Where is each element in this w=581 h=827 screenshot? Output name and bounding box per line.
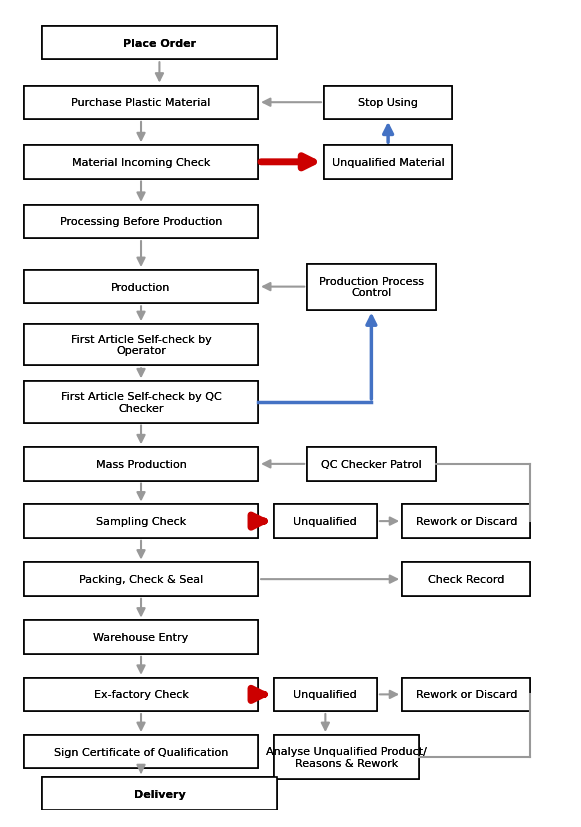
Text: Sampling Check: Sampling Check	[96, 517, 186, 527]
Text: Purchase Plastic Material: Purchase Plastic Material	[71, 98, 211, 108]
Text: Rework or Discard: Rework or Discard	[415, 517, 517, 527]
Text: Analyse Unqualified Product/
Reasons & Rework: Analyse Unqualified Product/ Reasons & R…	[266, 746, 426, 767]
Bar	[24, 504, 258, 538]
Text: Rework or Discard: Rework or Discard	[415, 690, 517, 700]
Bar	[402, 678, 530, 711]
Text: Analyse Unqualified Product/
Reasons & Rework: Analyse Unqualified Product/ Reasons & R…	[266, 746, 426, 767]
Text: First Article Self-check by
Operator: First Article Self-check by Operator	[71, 334, 211, 356]
Bar	[24, 146, 258, 179]
Bar	[24, 324, 258, 366]
Text: Production: Production	[112, 282, 171, 292]
Text: First Article Self-check by
Operator: First Article Self-check by Operator	[71, 334, 211, 356]
Bar	[324, 86, 452, 120]
Bar	[24, 270, 258, 304]
Bar	[402, 504, 530, 538]
Text: Place Order: Place Order	[123, 39, 196, 49]
Text: Ex-factory Check: Ex-factory Check	[94, 690, 188, 700]
Bar	[307, 447, 436, 481]
Bar	[24, 382, 258, 423]
Bar	[24, 678, 258, 711]
Bar	[24, 324, 258, 366]
Bar	[324, 146, 452, 179]
Text: Purchase Plastic Material: Purchase Plastic Material	[71, 98, 211, 108]
Text: Check Record: Check Record	[428, 575, 504, 585]
Bar	[24, 447, 258, 481]
Bar	[24, 562, 258, 596]
Text: Check Record: Check Record	[428, 575, 504, 585]
Text: Unqualified: Unqualified	[293, 690, 357, 700]
Text: Production Process
Control: Production Process Control	[319, 276, 424, 298]
Bar	[24, 382, 258, 423]
Bar	[24, 621, 258, 654]
Bar	[24, 205, 258, 239]
Bar	[24, 621, 258, 654]
Text: Delivery: Delivery	[134, 789, 185, 799]
Bar	[24, 146, 258, 179]
Bar	[274, 678, 377, 711]
Bar	[24, 504, 258, 538]
Text: Unqualified: Unqualified	[293, 517, 357, 527]
Bar	[274, 735, 419, 779]
Bar	[24, 86, 258, 120]
Bar	[24, 205, 258, 239]
Bar	[24, 562, 258, 596]
Bar	[274, 504, 377, 538]
Text: Sampling Check: Sampling Check	[96, 517, 186, 527]
Text: Production Process
Control: Production Process Control	[319, 276, 424, 298]
Text: First Article Self-check by QC
Checker: First Article Self-check by QC Checker	[60, 392, 221, 414]
Bar	[274, 678, 377, 711]
Text: Mass Production: Mass Production	[96, 459, 187, 469]
Text: Packing, Check & Seal: Packing, Check & Seal	[79, 575, 203, 585]
Text: Unqualified: Unqualified	[293, 517, 357, 527]
Bar	[24, 447, 258, 481]
Text: Unqualified: Unqualified	[293, 690, 357, 700]
Bar	[274, 504, 377, 538]
Text: Rework or Discard: Rework or Discard	[415, 690, 517, 700]
Text: Material Incoming Check: Material Incoming Check	[72, 158, 210, 168]
Bar	[402, 562, 530, 596]
Text: Unqualified Material: Unqualified Material	[332, 158, 444, 168]
Text: Processing Before Production: Processing Before Production	[60, 218, 222, 227]
Bar	[324, 146, 452, 179]
Bar	[402, 562, 530, 596]
Bar	[42, 26, 277, 60]
Text: Production: Production	[112, 282, 171, 292]
Bar	[402, 504, 530, 538]
Bar	[24, 270, 258, 304]
Bar	[274, 735, 419, 779]
Text: Stop Using: Stop Using	[358, 98, 418, 108]
Bar	[307, 265, 436, 310]
Text: Material Incoming Check: Material Incoming Check	[72, 158, 210, 168]
Text: Rework or Discard: Rework or Discard	[415, 517, 517, 527]
Text: Sign Certificate of Qualification: Sign Certificate of Qualification	[54, 747, 228, 757]
Text: Warehouse Entry: Warehouse Entry	[94, 633, 189, 643]
Bar	[42, 26, 277, 60]
Bar	[307, 447, 436, 481]
Text: Place Order: Place Order	[123, 39, 196, 49]
Text: QC Checker Patrol: QC Checker Patrol	[321, 459, 422, 469]
Text: Stop Using: Stop Using	[358, 98, 418, 108]
Text: QC Checker Patrol: QC Checker Patrol	[321, 459, 422, 469]
Bar	[402, 678, 530, 711]
Text: Ex-factory Check: Ex-factory Check	[94, 690, 188, 700]
Text: Sign Certificate of Qualification: Sign Certificate of Qualification	[54, 747, 228, 757]
Bar	[324, 86, 452, 120]
Text: Unqualified Material: Unqualified Material	[332, 158, 444, 168]
Bar	[42, 777, 277, 810]
Text: Delivery: Delivery	[134, 789, 185, 799]
Bar	[24, 86, 258, 120]
Bar	[24, 678, 258, 711]
Bar	[24, 735, 258, 768]
Text: Mass Production: Mass Production	[96, 459, 187, 469]
Bar	[42, 777, 277, 810]
Text: Warehouse Entry: Warehouse Entry	[94, 633, 189, 643]
Text: Processing Before Production: Processing Before Production	[60, 218, 222, 227]
Text: First Article Self-check by QC
Checker: First Article Self-check by QC Checker	[60, 392, 221, 414]
Text: Packing, Check & Seal: Packing, Check & Seal	[79, 575, 203, 585]
Bar	[307, 265, 436, 310]
Bar	[24, 735, 258, 768]
